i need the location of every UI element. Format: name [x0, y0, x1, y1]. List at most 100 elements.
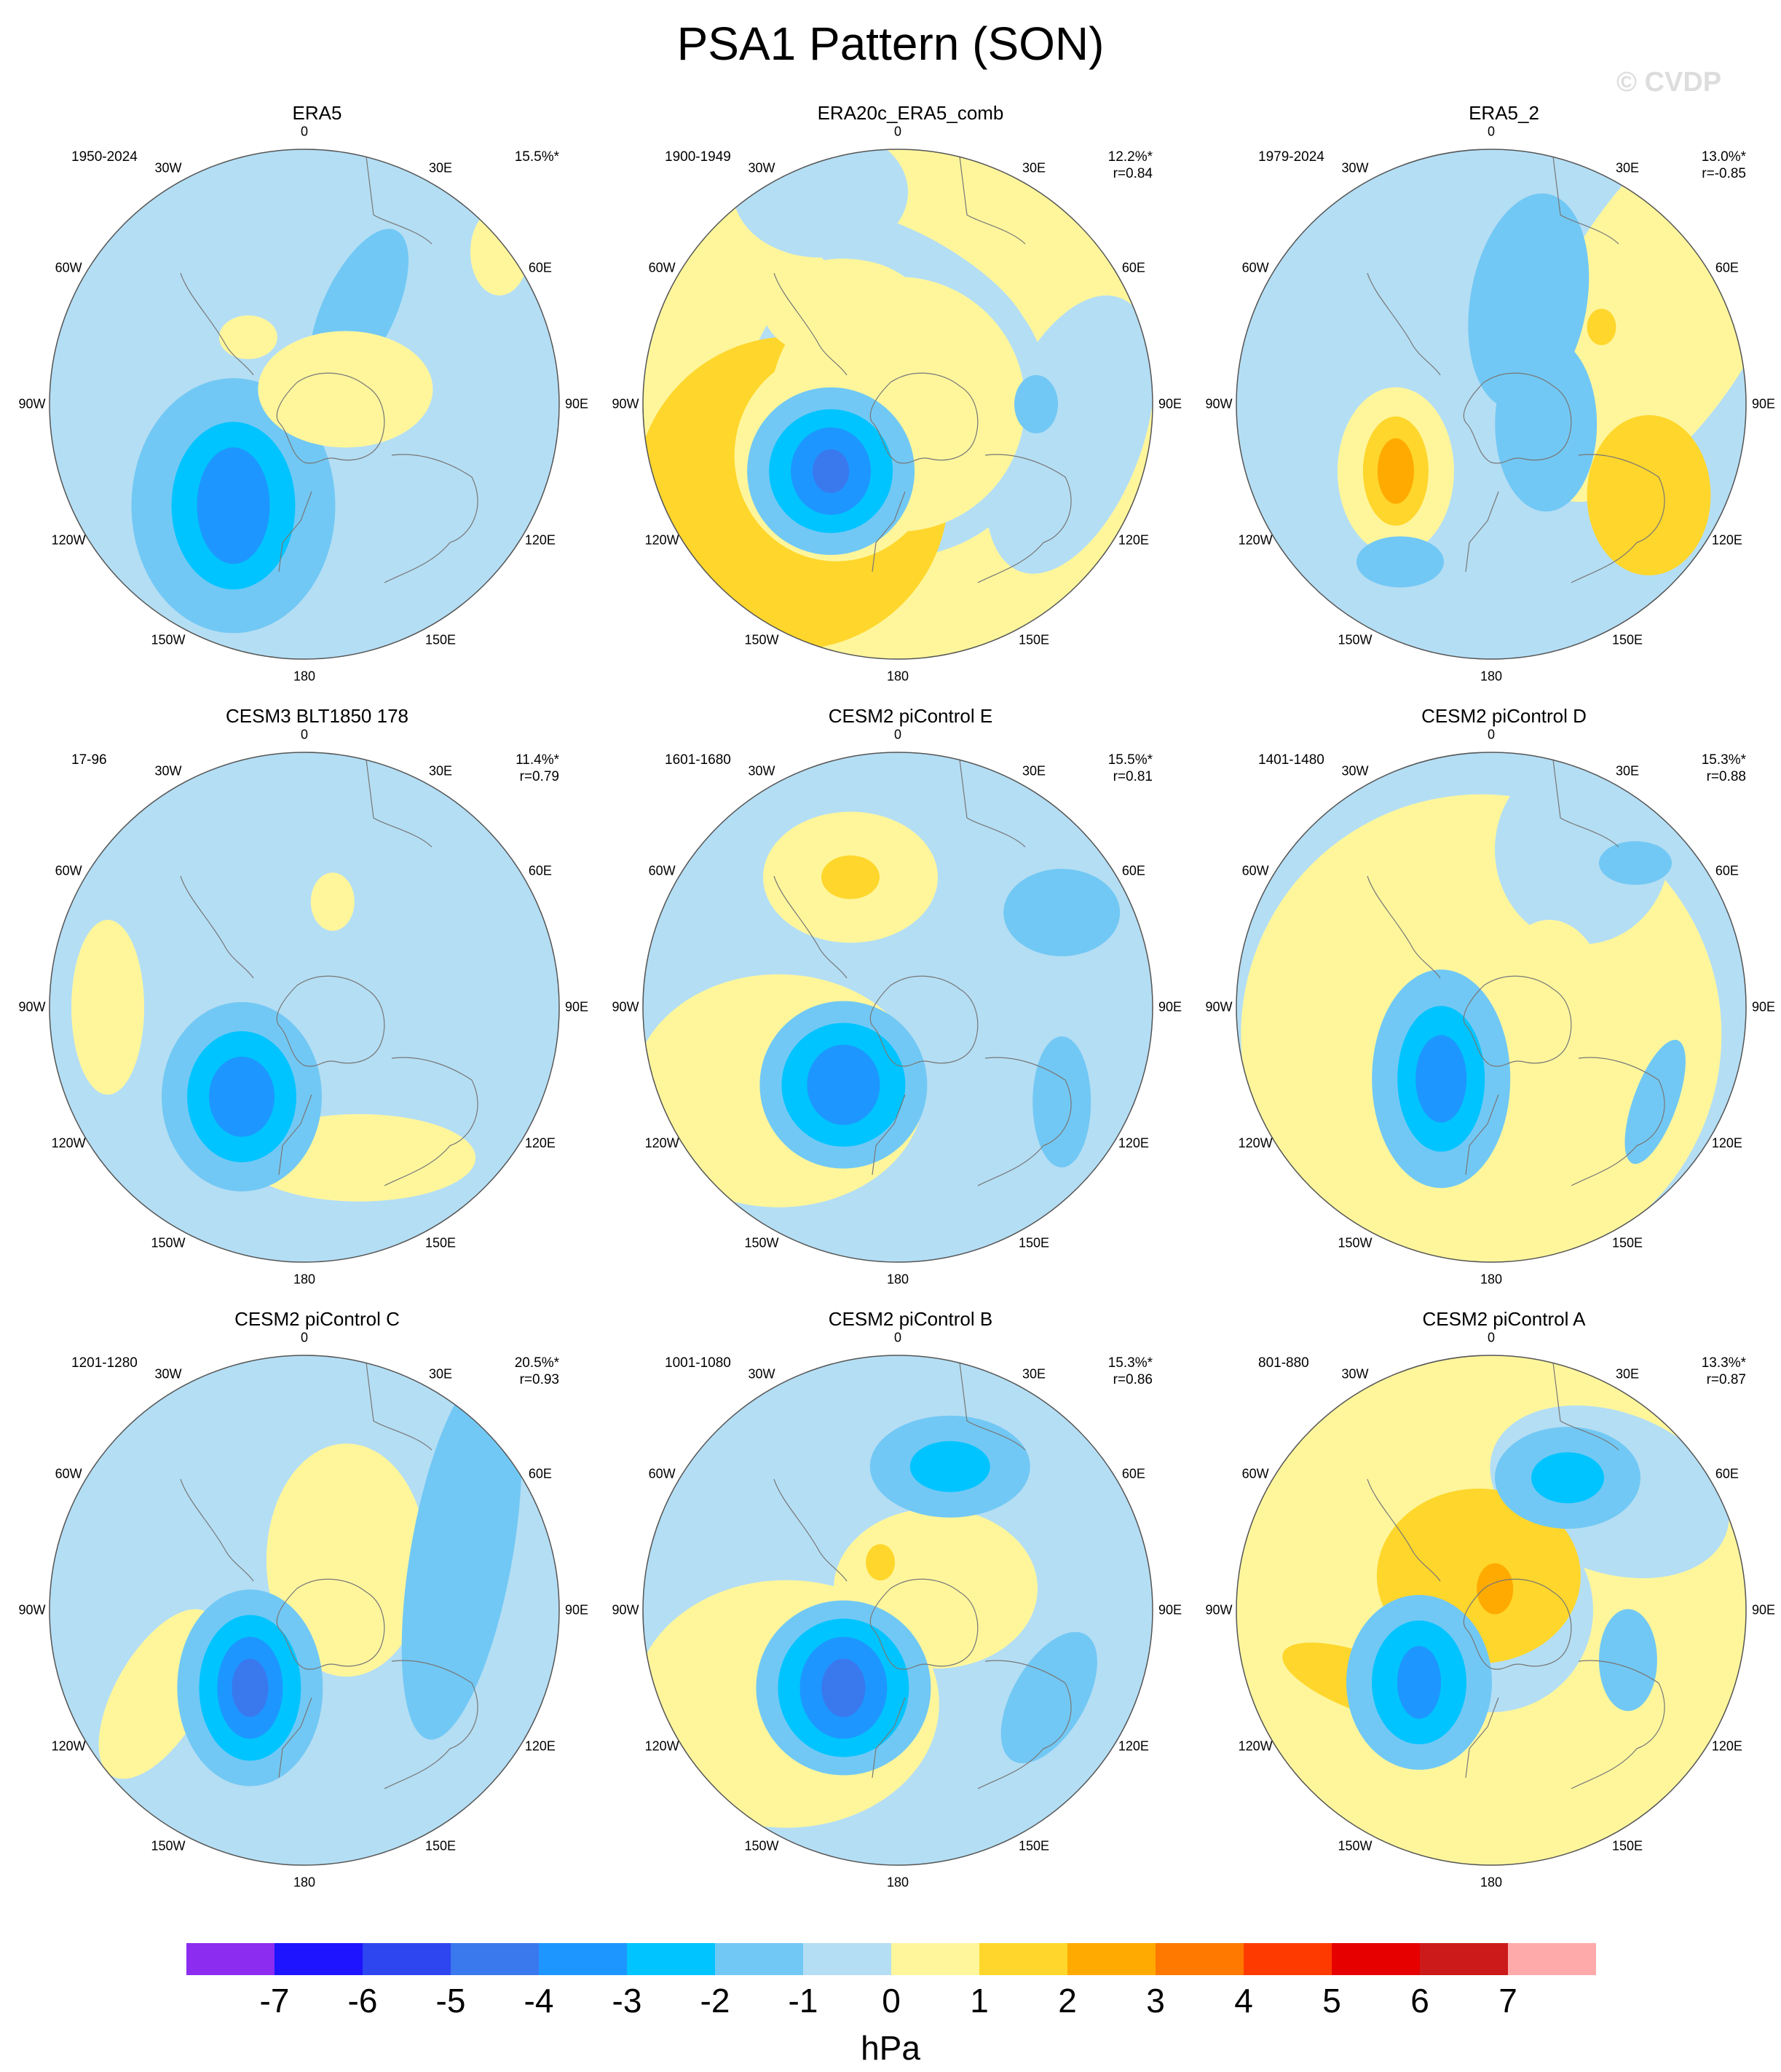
- contour-region: [71, 920, 144, 1095]
- longitude-label: 150W: [744, 1838, 779, 1854]
- panel-variance-percent: 11.4%*: [516, 752, 559, 768]
- map-panel: ERA20c_ERA5_comb 1900-1949 12.2%* r=0.84 0 30…: [612, 102, 1207, 699]
- map-outline: [1236, 149, 1747, 660]
- panel-period: 1900-1949: [665, 149, 731, 165]
- longitude-label: 120E: [1711, 1738, 1742, 1754]
- longitude-label: 60E: [1121, 1466, 1145, 1481]
- longitude-label: 30E: [1022, 763, 1046, 779]
- contour-region: [1397, 1646, 1441, 1719]
- contour-region: [813, 449, 850, 493]
- longitude-label: 0: [893, 1330, 902, 1345]
- longitude-label: 30E: [428, 160, 453, 176]
- coastline: [180, 759, 478, 1186]
- map-panel: CESM3 BLT1850 178 17-96 11.4%* r=0.79 0 30E 60…: [18, 705, 614, 1302]
- longitude-label: 60W: [55, 260, 82, 275]
- longitude-label: 60E: [1715, 863, 1739, 878]
- watermark: © CVDP: [1616, 67, 1722, 98]
- colorbar-swatch: [539, 1943, 627, 1975]
- map-outline: [642, 1355, 1153, 1866]
- contour-region: [1624, 1039, 1686, 1165]
- polar-map: [642, 149, 1153, 660]
- panel-period: 1401-1480: [1258, 752, 1324, 768]
- longitude-label: 180: [293, 669, 316, 684]
- longitude-label: 90W: [1205, 1602, 1233, 1618]
- longitude-label: 0: [300, 1330, 309, 1345]
- longitude-label: 30E: [1615, 763, 1640, 779]
- longitude-label: 180: [1480, 669, 1503, 684]
- longitude-label: 90W: [1205, 396, 1233, 411]
- longitude-label: 150E: [1018, 632, 1050, 647]
- map-outline: [49, 1355, 560, 1866]
- contour-region: [909, 1441, 990, 1492]
- longitude-label: 120W: [644, 1738, 679, 1754]
- contour-region: [218, 315, 277, 360]
- panel-period: 1979-2024: [1258, 149, 1324, 165]
- panel-correlation: r=0.88: [1706, 769, 1746, 784]
- longitude-label: 150W: [1338, 1235, 1373, 1250]
- colorbar-swatch: [1067, 1943, 1156, 1975]
- panel-variance-percent: 13.3%*: [1701, 1355, 1746, 1371]
- colorbar-swatch: [803, 1943, 891, 1975]
- longitude-label: 30E: [1615, 1366, 1640, 1382]
- longitude-label: 30W: [748, 1366, 775, 1382]
- panel-period: 1201-1280: [71, 1355, 138, 1371]
- longitude-label: 120E: [1118, 1135, 1149, 1151]
- colorbar: [186, 1943, 1596, 1975]
- colorbar-tick-label: -1: [788, 1982, 818, 2020]
- longitude-label: 90E: [564, 999, 589, 1015]
- contour-region: [310, 872, 355, 931]
- map-outline: [642, 149, 1153, 660]
- colorbar-swatch: [275, 1943, 363, 1975]
- map-panel: CESM2 piControl A 801-880 13.3%* r=0.87 0 30E…: [1205, 1308, 1781, 1905]
- longitude-label: 150W: [151, 632, 186, 647]
- longitude-label: 180: [293, 1875, 316, 1890]
- contour-region: [1032, 1036, 1091, 1167]
- longitude-label: 150W: [1338, 632, 1373, 647]
- longitude-label: 30E: [1615, 160, 1640, 176]
- contour-region: [1000, 1631, 1097, 1764]
- contour-region: [1598, 1609, 1657, 1711]
- longitude-label: 60W: [1241, 1466, 1269, 1481]
- polar-map: [642, 1355, 1153, 1866]
- panel-variance-percent: 15.5%*: [514, 149, 559, 165]
- map-outline: [49, 752, 560, 1263]
- longitude-label: 150W: [744, 632, 779, 647]
- longitude-label: 0: [893, 124, 902, 139]
- colorbar-units: hPa: [861, 2029, 920, 2067]
- coastline: [1367, 156, 1665, 583]
- contour-region: [1587, 308, 1616, 345]
- longitude-label: 180: [1480, 1875, 1503, 1890]
- panel-variance-percent: 12.2%*: [1107, 149, 1153, 165]
- contour-region: [401, 1366, 522, 1740]
- panel-period: 17-96: [71, 752, 107, 768]
- panel-correlation: r=-0.85: [1702, 166, 1746, 181]
- colorbar-swatch: [979, 1943, 1067, 1975]
- longitude-label: 120W: [51, 1738, 86, 1754]
- map-panel: CESM2 piControl E 1601-1680 15.5%* r=0.81 0 3…: [612, 705, 1207, 1302]
- contour-region: [763, 259, 923, 361]
- longitude-label: 150E: [1611, 1838, 1643, 1854]
- longitude-label: 60E: [528, 260, 552, 275]
- colorbar-swatch: [715, 1943, 803, 1975]
- map-outline: [1236, 752, 1747, 1263]
- longitude-label: 90W: [612, 1602, 639, 1618]
- longitude-label: 30W: [154, 763, 182, 779]
- panel-title: ERA5_2: [1469, 102, 1539, 124]
- longitude-label: 0: [1487, 727, 1496, 742]
- longitude-label: 90E: [1158, 999, 1182, 1015]
- colorbar-swatch: [1332, 1943, 1420, 1975]
- panel-correlation: r=0.87: [1706, 1372, 1746, 1387]
- contour-region: [1587, 415, 1711, 575]
- panel-title: ERA20c_ERA5_comb: [817, 102, 1004, 124]
- longitude-label: 150W: [1338, 1838, 1373, 1854]
- longitude-label: 0: [300, 124, 309, 139]
- longitude-label: 120E: [1118, 1738, 1149, 1754]
- longitude-label: 30W: [748, 160, 775, 176]
- longitude-label: 120W: [1238, 532, 1273, 548]
- longitude-label: 90E: [1158, 396, 1182, 411]
- longitude-label: 150E: [1611, 632, 1643, 647]
- longitude-label: 180: [293, 1272, 316, 1287]
- contour-region: [1531, 1452, 1604, 1504]
- colorbar-swatch: [451, 1943, 539, 1975]
- longitude-label: 150E: [424, 1838, 457, 1854]
